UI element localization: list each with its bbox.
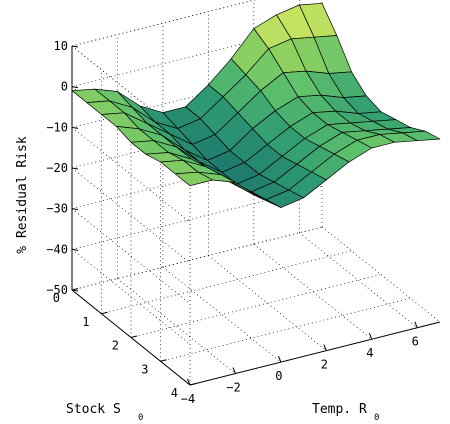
x-tick-mark	[232, 367, 236, 374]
x-tick-label: 2	[321, 358, 328, 372]
z-tick-label: −10	[46, 120, 68, 134]
y-axis-label-subscript: 0	[138, 413, 143, 423]
floor-gridline	[101, 250, 352, 315]
x-tick-mark	[187, 378, 191, 386]
back-wall-gridline	[71, 23, 323, 88]
floor-gridline	[253, 243, 373, 340]
y-tick-label: 4	[171, 386, 178, 400]
y-tick-mark	[189, 383, 197, 386]
floor-gridline	[160, 297, 411, 362]
x-tick-mark	[368, 332, 373, 340]
y-tick-label: 2	[112, 339, 119, 353]
z-tick-mark	[71, 86, 79, 89]
x-axis-label-main: Temp. R	[312, 402, 367, 417]
z-axis-label: % Residual Risk	[15, 136, 30, 254]
x-tick-label: 6	[412, 335, 419, 349]
y-tick-label: 0	[53, 291, 60, 305]
x-tick-label: −2	[226, 381, 240, 395]
y-tick-label: 3	[141, 362, 148, 376]
x-axis-label-subscript: 0	[374, 413, 379, 423]
z-tick-label: 10	[54, 39, 68, 53]
x-tick-mark	[414, 321, 418, 328]
back-wall-gridline	[71, 185, 323, 250]
z-tick-mark	[71, 248, 79, 251]
surface-mesh	[71, 2, 441, 208]
y-tick-mark	[130, 335, 138, 338]
y-tick-mark	[160, 359, 167, 362]
y-axis-label-main: Stock S	[66, 402, 121, 417]
y-tick-mark	[71, 288, 79, 291]
floor-gridline	[130, 274, 382, 338]
z-tick-label: −30	[46, 202, 68, 216]
x-tick-mark	[277, 355, 282, 363]
x-tick-label: −4	[181, 392, 195, 406]
y-tick-label: 1	[82, 315, 89, 329]
y-axis-label: Stock S 0	[66, 402, 143, 423]
z-tick-label: 0	[61, 80, 68, 94]
axes	[71, 45, 441, 386]
x-tick-label: 4	[366, 346, 373, 360]
y-tick-mark	[101, 311, 108, 315]
box-top-edge	[71, 0, 256, 47]
z-tick-label: −40	[46, 242, 68, 256]
x-axis-line	[189, 321, 441, 386]
z-tick-mark	[71, 126, 79, 129]
z-tick-mark	[71, 45, 79, 48]
x-tick-label: 0	[275, 369, 282, 383]
floor-gridline	[299, 232, 418, 328]
z-tick-mark	[71, 208, 79, 211]
x-axis-label: Temp. R 0	[312, 402, 379, 423]
z-tick-mark	[71, 167, 79, 170]
z-tick-label: −50	[46, 283, 68, 297]
surface-patch	[174, 171, 214, 187]
floor-gridline	[117, 278, 236, 374]
floor-gridline	[71, 226, 323, 291]
x-tick-mark	[323, 344, 327, 351]
z-tick-label: −20	[46, 161, 68, 175]
